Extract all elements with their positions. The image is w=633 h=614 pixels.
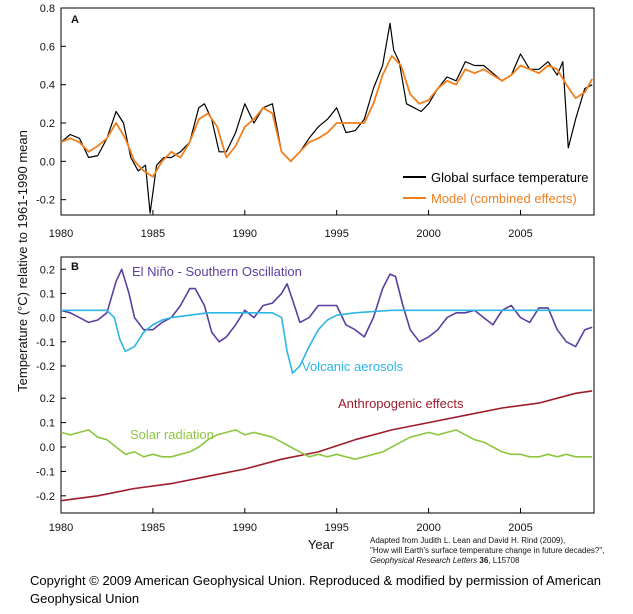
citation-volume: 36 xyxy=(479,556,489,565)
series-line-enso xyxy=(60,268,593,348)
panel-b-series xyxy=(60,268,593,502)
panel-b-y-axis: -0.2 -0.1 0.0 0.1 0.2 -0.2 -0.1 0.0 0.1 0.2 xyxy=(36,264,66,503)
panel-b-upper-ytick-label: 0.1 xyxy=(40,288,55,300)
citation-journal: Geophysical Research Letters xyxy=(370,556,478,565)
panel-a-xtick-label: 1990 xyxy=(233,228,257,240)
copyright-notice: Copyright © 2009 American Geophysical Un… xyxy=(30,573,602,606)
panel-b-lower-ytick-label: -0.2 xyxy=(36,491,55,503)
panel-b-upper-ytick-label: -0.1 xyxy=(36,337,55,349)
panel-b-xtick-label: 1995 xyxy=(324,522,348,534)
panel-b-lower-ytick-label: 0.1 xyxy=(40,418,55,430)
panel-b-xtick-label: 1985 xyxy=(141,522,165,534)
panel-b-upper-ytick-label: -0.2 xyxy=(36,361,55,373)
panel-a-ytick-label: 0.4 xyxy=(40,80,55,92)
legend-label-global: Global surface temperature xyxy=(431,170,589,185)
panel-b-lower-ytick-label: 0.2 xyxy=(40,393,55,405)
series-line-volcanic xyxy=(61,309,593,375)
y-axis-title: Temperature (°C) relative to 1961-1990 m… xyxy=(15,130,30,392)
citation-line-3: Geophysical Research Letters 36, L15708 xyxy=(370,556,632,566)
panel-b-xtick-label: 2000 xyxy=(416,522,440,534)
panel-a-ytick-label: 0.2 xyxy=(40,118,55,130)
panel-a-ytick-label: 0.0 xyxy=(40,156,55,168)
panel-a-ytick-label: 0.8 xyxy=(40,3,55,15)
annot-enso: El Niño - Southern Oscillation xyxy=(132,264,302,279)
panel-b-xtick-label: 1990 xyxy=(233,522,257,534)
panel-a-xtick-label: 1985 xyxy=(141,228,165,240)
series-line-anthropogenic xyxy=(60,390,593,502)
annot-anthro: Anthropogenic effects xyxy=(338,396,464,411)
panel-a-xtick-label: 2005 xyxy=(508,228,532,240)
panel-a-xtick-label: 1980 xyxy=(49,228,73,240)
panel-a-xtick-label: 2000 xyxy=(416,228,440,240)
climate-chart: A -0.2 0.0 0.2 0.4 0.6 0.8 1980 1985 1990 1995 20… xyxy=(15,3,595,552)
citation-page: , L15708 xyxy=(488,556,520,565)
panel-b-frame xyxy=(60,256,595,514)
panel-b-xtick-label: 2005 xyxy=(508,522,532,534)
panel-b-xtick-label: 1980 xyxy=(49,522,73,534)
panel-a-frame xyxy=(60,7,595,216)
series-line-model xyxy=(60,55,593,178)
annot-volcanic: Volcanic aerosols xyxy=(302,359,404,374)
panel-a-y-axis: -0.2 0.0 0.2 0.4 0.6 0.8 xyxy=(36,3,66,207)
panel-b-lower-ytick-label: -0.1 xyxy=(36,466,55,478)
panel-a-label: A xyxy=(71,14,79,26)
panel-b-label: B xyxy=(71,261,79,273)
panel-a-ytick-label: 0.6 xyxy=(40,41,55,53)
citation: Adapted from Judith L. Lean and David H.… xyxy=(370,536,632,566)
panel-a-series xyxy=(60,22,593,214)
panel-b-x-axis: 1980 1985 1990 1995 2000 2005 xyxy=(49,508,533,534)
legend-label-model: Model (combined effects) xyxy=(431,191,577,206)
x-axis-title: Year xyxy=(308,537,335,552)
panel-a-xtick-label: 1995 xyxy=(324,228,348,240)
panel-a-ytick-label: -0.2 xyxy=(36,195,55,207)
citation-line-1: Adapted from Judith L. Lean and David H.… xyxy=(370,536,566,545)
panel-b-upper-ytick-label: 0.2 xyxy=(40,264,55,276)
panel-b-upper-ytick-label: 0.0 xyxy=(40,313,55,325)
series-line-solar xyxy=(60,429,593,461)
panel-b-lower-ytick-label: 0.0 xyxy=(40,442,55,454)
panel-a-legend: Global surface temperature Model (combin… xyxy=(403,170,589,206)
panel-a-x-axis: 1980 1985 1990 1995 2000 2005 xyxy=(49,210,533,240)
annot-solar: Solar radiation xyxy=(130,427,214,442)
citation-line-2: "How will Earth's surface temperature ch… xyxy=(370,546,605,555)
